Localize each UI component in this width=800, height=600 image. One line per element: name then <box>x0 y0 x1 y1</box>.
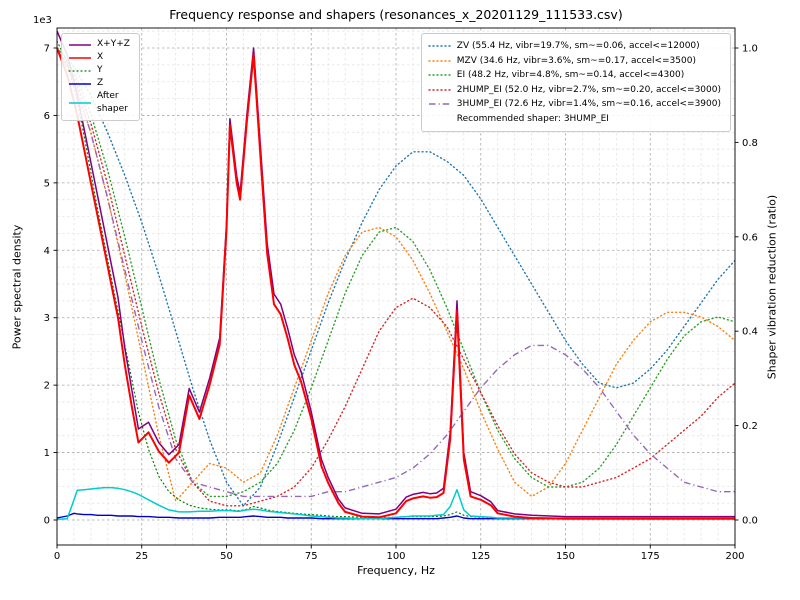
legend-item-2hump-ei: 2HUMP_EI (52.0 Hz, vibr=2.7%, sm~=0.20, … <box>428 83 721 98</box>
svg-text:6: 6 <box>44 111 50 122</box>
legend-label-ei: EI (48.2 Hz, vibr=4.8%, sm~=0.14, accel<… <box>456 70 685 80</box>
svg-text:0: 0 <box>44 516 50 527</box>
zv-line-swatch <box>428 41 452 51</box>
svg-text:25: 25 <box>135 551 148 562</box>
legend-label-x: X <box>97 52 104 62</box>
legend-item-zv: ZV (55.4 Hz, vibr=19.7%, sm~=0.06, accel… <box>428 39 721 54</box>
legend-label-y: Y <box>97 65 103 75</box>
svg-text:1.0: 1.0 <box>742 44 758 55</box>
xyz-line-swatch <box>68 40 92 50</box>
svg-text:0.2: 0.2 <box>742 421 758 432</box>
legend-item-ei: EI (48.2 Hz, vibr=4.8%, sm~=0.14, accel<… <box>428 68 721 83</box>
legend-label-recommended-shaper: Recommended shaper: 3HUMP_EI <box>456 113 609 124</box>
legend-label-zv: ZV (55.4 Hz, vibr=19.7%, sm~=0.06, accel… <box>456 41 700 51</box>
2hump_ei-series-line <box>57 47 735 507</box>
legend-label-mzv: MZV (34.6 Hz, vibr=3.6%, sm~=0.17, accel… <box>456 55 696 66</box>
legend-label-z: Z <box>97 78 104 88</box>
svg-text:4: 4 <box>44 246 50 257</box>
svg-text:1: 1 <box>44 448 50 459</box>
y-axis-left-label: Power spectral density <box>10 224 24 350</box>
ei-line-swatch <box>428 70 452 80</box>
xyz-series-line <box>57 30 735 518</box>
svg-text:0.4: 0.4 <box>742 327 758 338</box>
legend-item-y: Y <box>68 64 130 77</box>
legend-item-mzv: MZV (34.6 Hz, vibr=3.6%, sm~=0.17, accel… <box>428 54 721 69</box>
legend-item-recommended-shaper: Recommended shaper: 3HUMP_EI <box>428 112 721 127</box>
legend-label-xyz: X+Y+Z <box>97 39 130 49</box>
legend-item-after-shaper: After shaper <box>68 90 130 116</box>
mzv-line-swatch <box>428 56 452 66</box>
svg-text:7: 7 <box>44 44 50 55</box>
z-series-line <box>57 512 735 520</box>
after-shaper-line-swatch <box>68 98 92 108</box>
2hump-ei-line-swatch <box>428 85 452 95</box>
after-series-line <box>57 486 735 521</box>
svg-text:0: 0 <box>54 551 60 562</box>
shaper-legend: ZV (55.4 Hz, vibr=19.7%, sm~=0.06, accel… <box>420 33 731 132</box>
3hump-ei-line-swatch <box>428 99 452 109</box>
svg-text:2: 2 <box>44 381 50 392</box>
svg-text:0.8: 0.8 <box>742 138 758 149</box>
svg-text:100: 100 <box>386 551 405 562</box>
legend-label-after-shaper: After shaper <box>97 91 128 114</box>
legend-label-2hump-ei: 2HUMP_EI (52.0 Hz, vibr=2.7%, sm~=0.20, … <box>456 84 721 95</box>
y-line-swatch <box>68 66 92 76</box>
chart-title: Frequency response and shapers (resonanc… <box>169 7 623 22</box>
svg-text:175: 175 <box>641 551 660 562</box>
svg-text:0.6: 0.6 <box>742 232 758 243</box>
psd-legend: X+Y+Z X Y Z After shaper <box>61 33 140 121</box>
x-series-line <box>57 47 735 520</box>
blank-swatch <box>428 114 452 124</box>
svg-text:5: 5 <box>44 178 50 189</box>
legend-label-3hump-ei: 3HUMP_EI (72.6 Hz, vibr=1.4%, sm~=0.16, … <box>456 99 721 109</box>
x-axis-label: Frequency, Hz <box>357 564 435 577</box>
svg-text:125: 125 <box>471 551 490 562</box>
legend-item-x: X <box>68 51 130 64</box>
y-axis-offset-text: 1e3 <box>33 15 52 26</box>
svg-text:3: 3 <box>44 313 50 324</box>
y-axis-right-label: Shaper vibration reduction (ratio) <box>765 194 779 380</box>
legend-item-xyz: X+Y+Z <box>68 38 130 51</box>
z-line-swatch <box>68 79 92 89</box>
ei-series-line <box>57 47 735 498</box>
mzv-series-line <box>57 47 735 502</box>
x-line-swatch <box>68 53 92 63</box>
svg-text:75: 75 <box>305 551 318 562</box>
svg-text:0.0: 0.0 <box>742 516 758 527</box>
zv-series-line <box>57 47 735 507</box>
legend-item-z: Z <box>68 77 130 90</box>
svg-text:150: 150 <box>556 551 575 562</box>
svg-text:50: 50 <box>220 551 233 562</box>
svg-text:200: 200 <box>725 551 744 562</box>
legend-item-3hump-ei: 3HUMP_EI (72.6 Hz, vibr=1.4%, sm~=0.16, … <box>428 97 721 112</box>
